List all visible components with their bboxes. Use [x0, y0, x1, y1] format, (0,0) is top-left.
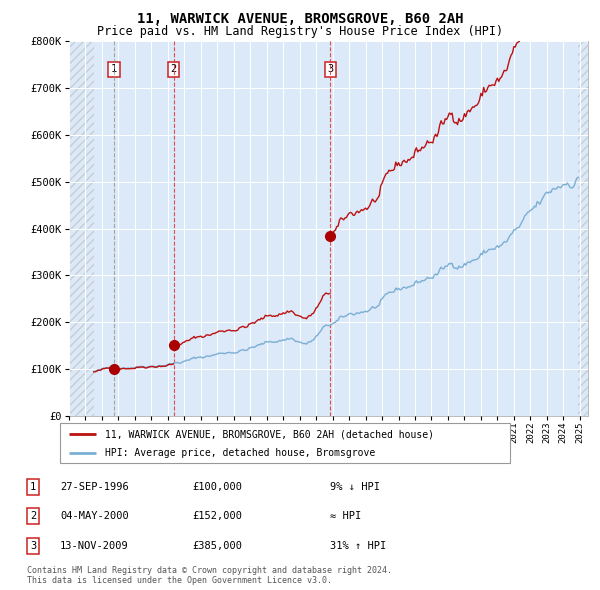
Text: Contains HM Land Registry data © Crown copyright and database right 2024.
This d: Contains HM Land Registry data © Crown c…	[27, 566, 392, 585]
Text: £152,000: £152,000	[192, 512, 242, 521]
Text: 1: 1	[111, 64, 117, 74]
Text: ≈ HPI: ≈ HPI	[330, 512, 361, 521]
Text: HPI: Average price, detached house, Bromsgrove: HPI: Average price, detached house, Brom…	[105, 448, 375, 458]
Text: 1: 1	[30, 482, 36, 491]
Text: 11, WARWICK AVENUE, BROMSGROVE, B60 2AH: 11, WARWICK AVENUE, BROMSGROVE, B60 2AH	[137, 12, 463, 26]
Text: 3: 3	[30, 541, 36, 550]
Text: 04-MAY-2000: 04-MAY-2000	[60, 512, 129, 521]
Text: 11, WARWICK AVENUE, BROMSGROVE, B60 2AH (detached house): 11, WARWICK AVENUE, BROMSGROVE, B60 2AH …	[105, 430, 434, 440]
Text: 3: 3	[328, 64, 334, 74]
Bar	[578, 41, 588, 416]
Bar	[69, 41, 94, 416]
Text: 31% ↑ HPI: 31% ↑ HPI	[330, 541, 386, 550]
Text: Price paid vs. HM Land Registry's House Price Index (HPI): Price paid vs. HM Land Registry's House …	[97, 25, 503, 38]
Text: 13-NOV-2009: 13-NOV-2009	[60, 541, 129, 550]
Text: £100,000: £100,000	[192, 482, 242, 491]
Text: 2: 2	[170, 64, 177, 74]
Text: 27-SEP-1996: 27-SEP-1996	[60, 482, 129, 491]
Bar	[69, 41, 94, 416]
Text: 9% ↓ HPI: 9% ↓ HPI	[330, 482, 380, 491]
Text: £385,000: £385,000	[192, 541, 242, 550]
FancyBboxPatch shape	[60, 423, 510, 463]
Text: 2: 2	[30, 512, 36, 521]
